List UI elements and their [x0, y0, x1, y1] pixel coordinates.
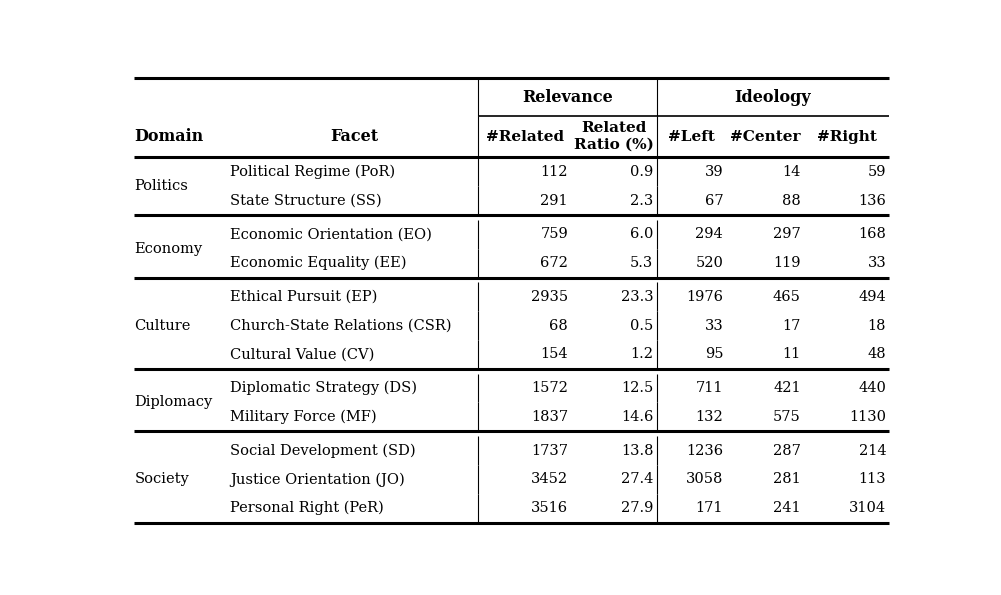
Text: 214: 214	[859, 443, 886, 458]
Text: 33: 33	[868, 256, 886, 270]
Text: 494: 494	[859, 290, 886, 303]
Text: Related
Ratio (%): Related Ratio (%)	[574, 121, 654, 152]
Text: 759: 759	[541, 227, 569, 241]
Text: 27.9: 27.9	[621, 501, 654, 515]
Text: 14.6: 14.6	[621, 410, 654, 424]
Text: 5.3: 5.3	[631, 256, 654, 270]
Text: 1737: 1737	[532, 443, 569, 458]
Text: Military Force (MF): Military Force (MF)	[230, 410, 376, 424]
Text: 1.2: 1.2	[631, 347, 654, 361]
Text: 2.3: 2.3	[631, 193, 654, 208]
Text: 136: 136	[858, 193, 886, 208]
Text: 1236: 1236	[686, 443, 724, 458]
Text: 6.0: 6.0	[630, 227, 654, 241]
Text: 88: 88	[782, 193, 801, 208]
Text: 3452: 3452	[531, 472, 569, 486]
Text: Ethical Pursuit (EP): Ethical Pursuit (EP)	[230, 290, 377, 303]
Text: Relevance: Relevance	[522, 89, 613, 105]
Text: 0.5: 0.5	[631, 318, 654, 333]
Text: 112: 112	[541, 165, 569, 178]
Text: 241: 241	[773, 501, 801, 515]
Text: 465: 465	[773, 290, 801, 303]
Text: Culture: Culture	[134, 318, 191, 333]
Text: 440: 440	[858, 381, 886, 395]
Text: 113: 113	[859, 472, 886, 486]
Text: #Related: #Related	[485, 130, 564, 143]
Text: 421: 421	[773, 381, 801, 395]
Text: Economy: Economy	[134, 242, 202, 256]
Text: Economic Equality (EE): Economic Equality (EE)	[230, 256, 406, 270]
Text: Personal Right (PeR): Personal Right (PeR)	[230, 501, 383, 515]
Text: Political Regime (PoR): Political Regime (PoR)	[230, 165, 395, 179]
Text: 68: 68	[550, 318, 569, 333]
Text: 294: 294	[696, 227, 724, 241]
Text: 287: 287	[773, 443, 801, 458]
Text: 672: 672	[541, 256, 569, 270]
Text: Politics: Politics	[134, 179, 188, 193]
Text: 59: 59	[868, 165, 886, 178]
Text: Social Development (SD): Social Development (SD)	[230, 443, 415, 458]
Text: 575: 575	[773, 410, 801, 424]
Text: 3516: 3516	[531, 501, 569, 515]
Text: 171: 171	[696, 501, 724, 515]
Text: 281: 281	[773, 472, 801, 486]
Text: 520: 520	[696, 256, 724, 270]
Text: 13.8: 13.8	[621, 443, 654, 458]
Text: Economic Orientation (EO): Economic Orientation (EO)	[230, 227, 431, 241]
Text: 168: 168	[858, 227, 886, 241]
Text: 132: 132	[696, 410, 724, 424]
Text: 1130: 1130	[849, 410, 886, 424]
Text: 14: 14	[783, 165, 801, 178]
Text: 1837: 1837	[531, 410, 569, 424]
Text: 3104: 3104	[849, 501, 886, 515]
Text: 291: 291	[541, 193, 569, 208]
Text: 48: 48	[868, 347, 886, 361]
Text: 297: 297	[773, 227, 801, 241]
Text: Society: Society	[134, 472, 189, 486]
Text: Facet: Facet	[330, 128, 378, 145]
Text: 2935: 2935	[531, 290, 569, 303]
Text: 154: 154	[541, 347, 569, 361]
Text: #Left: #Left	[668, 130, 715, 143]
Text: 33: 33	[705, 318, 724, 333]
Text: 18: 18	[868, 318, 886, 333]
Text: 1976: 1976	[687, 290, 724, 303]
Text: 11: 11	[783, 347, 801, 361]
Text: Diplomatic Strategy (DS): Diplomatic Strategy (DS)	[230, 381, 416, 395]
Text: 17: 17	[783, 318, 801, 333]
Text: 3058: 3058	[686, 472, 724, 486]
Text: 27.4: 27.4	[621, 472, 654, 486]
Text: 119: 119	[774, 256, 801, 270]
Text: Diplomacy: Diplomacy	[134, 396, 212, 409]
Text: State Structure (SS): State Structure (SS)	[230, 193, 381, 208]
Text: Church-State Relations (CSR): Church-State Relations (CSR)	[230, 318, 451, 333]
Text: #Right: #Right	[817, 130, 877, 143]
Text: Cultural Value (CV): Cultural Value (CV)	[230, 347, 374, 361]
Text: 12.5: 12.5	[622, 381, 654, 395]
Text: Domain: Domain	[134, 128, 203, 145]
Text: Ideology: Ideology	[735, 89, 811, 105]
Text: #Center: #Center	[730, 130, 801, 143]
Text: 23.3: 23.3	[621, 290, 654, 303]
Text: 0.9: 0.9	[631, 165, 654, 178]
Text: 95: 95	[705, 347, 724, 361]
Text: 1572: 1572	[532, 381, 569, 395]
Text: Justice Orientation (JO): Justice Orientation (JO)	[230, 472, 404, 487]
Text: 711: 711	[696, 381, 724, 395]
Text: 39: 39	[705, 165, 724, 178]
Text: 67: 67	[705, 193, 724, 208]
